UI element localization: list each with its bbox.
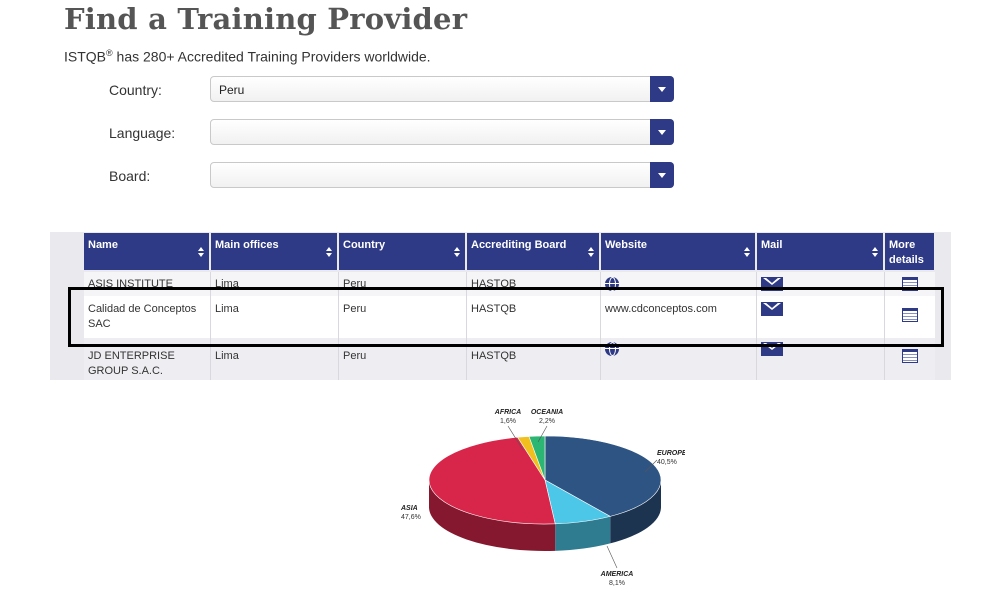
cell-details (885, 296, 935, 338)
chevron-down-icon[interactable] (650, 119, 674, 145)
pie-side-asia (429, 480, 556, 551)
column-header-accrediting-board[interactable]: Accrediting Board (467, 233, 599, 270)
pie-value-america: 8,1% (609, 580, 625, 587)
table-row: Calidad de Conceptos SAC Lima Peru HASTQ… (84, 296, 935, 338)
column-header-label: Mail (761, 239, 783, 251)
highlight-box (68, 287, 944, 347)
cell-name: JD ENTERPRISE GROUP S.A.C. (84, 338, 211, 380)
sort-icon[interactable] (744, 247, 750, 258)
pie-label-asia: ASIA (400, 505, 418, 512)
pie-leader-line (507, 425, 524, 451)
board-label: Board: (109, 168, 151, 184)
pie-side (429, 480, 661, 551)
pie-labels: EUROPE 40,5% AMERICA 8,1% ASIA 47,6% AFRICA 1,6… (400, 409, 685, 587)
sort-icon[interactable] (872, 247, 878, 258)
pie-side-america (555, 516, 611, 551)
cell-country: Peru (339, 296, 467, 338)
column-header-name[interactable]: Name (84, 233, 209, 270)
country-label: Country: (109, 82, 162, 98)
column-header-more-details: More details (885, 233, 934, 270)
column-header-label: Name (88, 239, 118, 251)
pie-label-africa: AFRICA (494, 409, 521, 416)
region-pie-chart: EUROPE 40,5% AMERICA 8,1% ASIA 47,6% AFRICA 1,6… (400, 409, 685, 587)
website-link[interactable]: www.cdconceptos.com (605, 303, 717, 315)
column-header-label: Website (605, 239, 647, 251)
registered-mark: ® (106, 48, 113, 58)
pie-label-oceania: OCEANIA (531, 409, 563, 416)
subtitle-brand: ISTQB (64, 48, 107, 65)
pie-leader-line (537, 425, 548, 443)
column-header-label: More details (889, 239, 924, 266)
sort-icon[interactable] (588, 247, 594, 258)
chevron-down-icon[interactable] (650, 162, 674, 188)
mail-icon[interactable] (761, 302, 783, 316)
sort-icon[interactable] (454, 247, 460, 258)
pie-value-oceania: 2,2% (539, 418, 555, 425)
column-header-label: Country (343, 239, 386, 251)
column-header-main-offices[interactable]: Main offices (211, 233, 337, 270)
pie-value-asia: 47,6% (401, 514, 421, 521)
column-header-mail[interactable]: Mail (757, 233, 883, 270)
details-icon[interactable] (902, 308, 918, 322)
country-select[interactable]: Peru (210, 76, 674, 102)
sort-icon[interactable] (326, 247, 332, 258)
pie-label-america: AMERICA (600, 571, 634, 578)
board-select[interactable] (210, 162, 674, 188)
cell-main-office: Lima (211, 296, 339, 338)
pie-label-europe: EUROPE (657, 450, 685, 457)
cell-website: www.cdconceptos.com (601, 296, 757, 338)
cell-name: Calidad de Conceptos SAC (84, 296, 211, 338)
cell-mail (757, 296, 885, 338)
language-select[interactable] (210, 119, 674, 145)
pie-top (428, 435, 662, 525)
language-filter: Language: (109, 119, 679, 147)
page-subtitle: ISTQB® has 280+ Accredited Training Prov… (64, 48, 431, 65)
column-header-country[interactable]: Country (339, 233, 465, 270)
pie-slice-europe (544, 435, 662, 517)
pie-side-europe (610, 480, 661, 544)
pie-slice-oceania (528, 435, 546, 481)
cell-details (885, 338, 935, 380)
pie-leader-line (606, 545, 618, 569)
page-title: Find a Training Provider (64, 2, 468, 36)
country-select-value: Peru (219, 83, 245, 97)
language-label: Language: (109, 125, 176, 141)
cell-country: Peru (339, 338, 467, 380)
sort-icon[interactable] (198, 247, 204, 258)
column-header-label: Accrediting Board (471, 239, 567, 251)
pie-slice-asia (428, 436, 556, 525)
pie-leader-line (644, 459, 658, 473)
cell-main-office: Lima (211, 338, 339, 380)
cell-board: HASTQB (467, 296, 601, 338)
subtitle-text: has 280+ Accredited Training Providers w… (112, 48, 431, 65)
board-filter: Board: (109, 162, 679, 190)
chevron-down-icon[interactable] (650, 76, 674, 102)
column-header-website[interactable]: Website (601, 233, 755, 270)
cell-board: HASTQB (467, 338, 601, 380)
pie-value-africa: 1,6% (500, 418, 516, 425)
pie-value-europe: 40,5% (657, 459, 677, 466)
country-filter: Country: Peru (109, 76, 679, 104)
column-header-label: Main offices (215, 239, 279, 251)
details-icon[interactable] (902, 349, 918, 363)
